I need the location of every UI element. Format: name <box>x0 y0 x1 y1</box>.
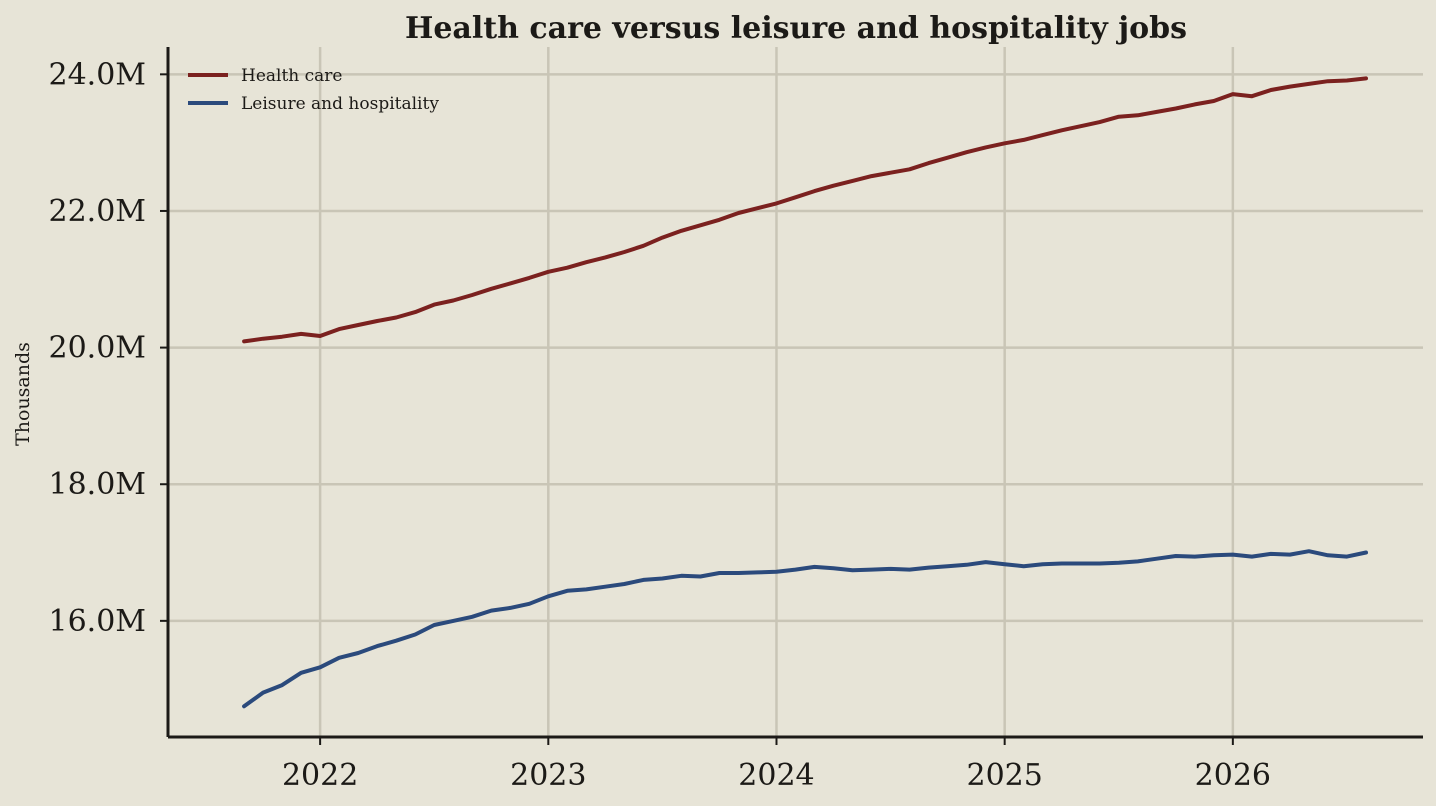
y-tick-label: 24.0M <box>48 57 146 92</box>
x-tick-label: 2023 <box>510 758 586 793</box>
tick-labels: 2022 2023 2024 2025 2026 16.0M 18.0M 20.0M 22.0M… <box>48 57 1271 793</box>
chart-title: Health care versus leisure and hospitali… <box>405 11 1187 46</box>
x-tick-label: 2026 <box>1195 758 1271 793</box>
legend: Health care Leisure and hospitality <box>188 66 439 114</box>
y-tick-label: 18.0M <box>48 467 146 502</box>
series-line-2 <box>242 549 1368 709</box>
legend-label-1: Health care <box>241 66 343 86</box>
y-tick-label: 20.0M <box>48 331 146 366</box>
y-tick-label: 16.0M <box>48 604 146 639</box>
x-tick-label: 2025 <box>966 758 1042 793</box>
series-lines <box>242 76 1368 709</box>
y-tick-label: 22.0M <box>48 194 146 229</box>
legend-label-2: Leisure and hospitality <box>241 94 439 114</box>
x-tick-label: 2024 <box>738 758 814 793</box>
y-axis-label: Thousands <box>12 342 34 446</box>
gridlines <box>168 47 1423 737</box>
series-line-1 <box>242 76 1368 344</box>
x-tick-label: 2022 <box>282 758 358 793</box>
axes <box>166 47 1423 739</box>
